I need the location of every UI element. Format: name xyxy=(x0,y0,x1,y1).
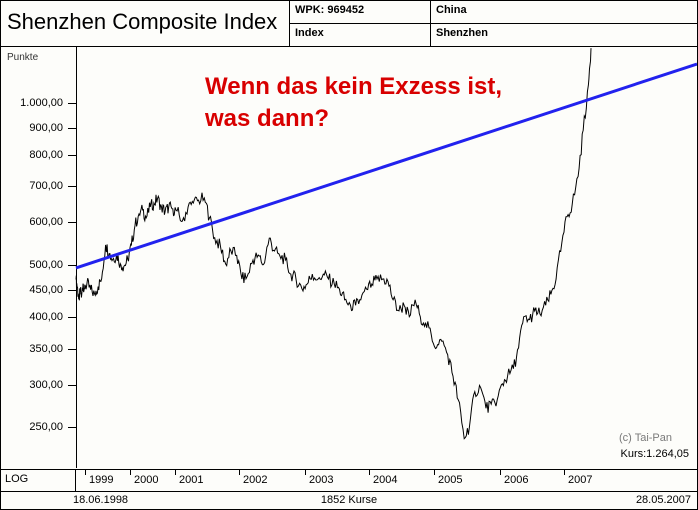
last-price-label: Kurs:1.264,05 xyxy=(620,448,690,460)
y-tick-label: 250,00 xyxy=(29,420,63,433)
x-tick-label: 2004 xyxy=(373,474,398,486)
x-tick xyxy=(369,470,370,475)
price-line xyxy=(75,48,592,440)
y-tick-label: 900,00 xyxy=(29,121,63,134)
x-tick xyxy=(305,470,306,475)
y-axis-title: Punkte xyxy=(7,52,39,63)
city-label: Shenzhen xyxy=(431,23,697,46)
y-tick-label: 700,00 xyxy=(29,179,63,192)
wpk-cell: WPK: 969452 Index xyxy=(289,1,430,46)
x-tick xyxy=(85,470,86,475)
country-label: China xyxy=(436,4,467,16)
trend-line xyxy=(75,62,697,270)
x-tick xyxy=(564,470,565,475)
copyright-label: (c) Tai-Pan xyxy=(619,432,672,444)
status-bar: 1852 Kurse 18.06.1998 28.05.2007 xyxy=(1,491,697,509)
x-axis-band: LOG 1999 2000 2001 2002 2003 2004 2005 2006 2007 xyxy=(1,469,697,491)
y-tick-label: 400,00 xyxy=(29,310,63,323)
y-tick-label: 450,00 xyxy=(29,283,63,296)
wpk-value: WPK: 969452 xyxy=(295,4,365,16)
x-tick-label: 2001 xyxy=(179,474,204,486)
annotation-text: Wenn das kein Exzess ist, was dann? xyxy=(205,71,502,134)
quote-count: 1852 Kurse xyxy=(320,494,378,506)
y-tick-label: 300,00 xyxy=(29,378,63,391)
annotation-line-2: was dann? xyxy=(205,104,330,132)
x-tick-label: 2003 xyxy=(309,474,334,486)
chart-canvas xyxy=(68,47,697,468)
chart-title: Shenzhen Composite Index xyxy=(7,9,278,34)
x-tick-label: 2002 xyxy=(243,474,268,486)
scale-mode-toggle[interactable]: LOG xyxy=(1,470,76,491)
y-tick-label: 1.000,00 xyxy=(20,96,63,109)
chart-header: Shenzhen Composite Index WPK: 969452 Ind… xyxy=(1,1,697,47)
x-tick-label: 2005 xyxy=(438,474,463,486)
region-cell: China Shenzhen xyxy=(430,1,697,46)
y-tick-label: 500,00 xyxy=(29,258,63,271)
y-tick-label: 350,00 xyxy=(29,342,63,355)
x-tick-label: 2000 xyxy=(134,474,159,486)
x-tick-label: 1999 xyxy=(89,474,114,486)
x-tick xyxy=(434,470,435,475)
y-tick-label: 800,00 xyxy=(29,148,63,161)
x-tick-label: 2006 xyxy=(504,474,529,486)
x-tick xyxy=(500,470,501,475)
instrument-type: Index xyxy=(290,23,430,46)
x-tick xyxy=(175,470,176,475)
x-tick xyxy=(239,470,240,475)
x-tick-label: 2007 xyxy=(568,474,593,486)
start-date: 18.06.1998 xyxy=(73,494,129,506)
end-date: 28.05.2007 xyxy=(635,494,691,506)
annotation-line-1: Wenn das kein Exzess ist, xyxy=(205,73,503,100)
y-tick-label: 600,00 xyxy=(29,215,63,228)
chart-plot-area: 1.000,00 900,00 800,00 700,00 600,00 500,00 45… xyxy=(1,47,697,469)
x-tick xyxy=(130,470,131,475)
